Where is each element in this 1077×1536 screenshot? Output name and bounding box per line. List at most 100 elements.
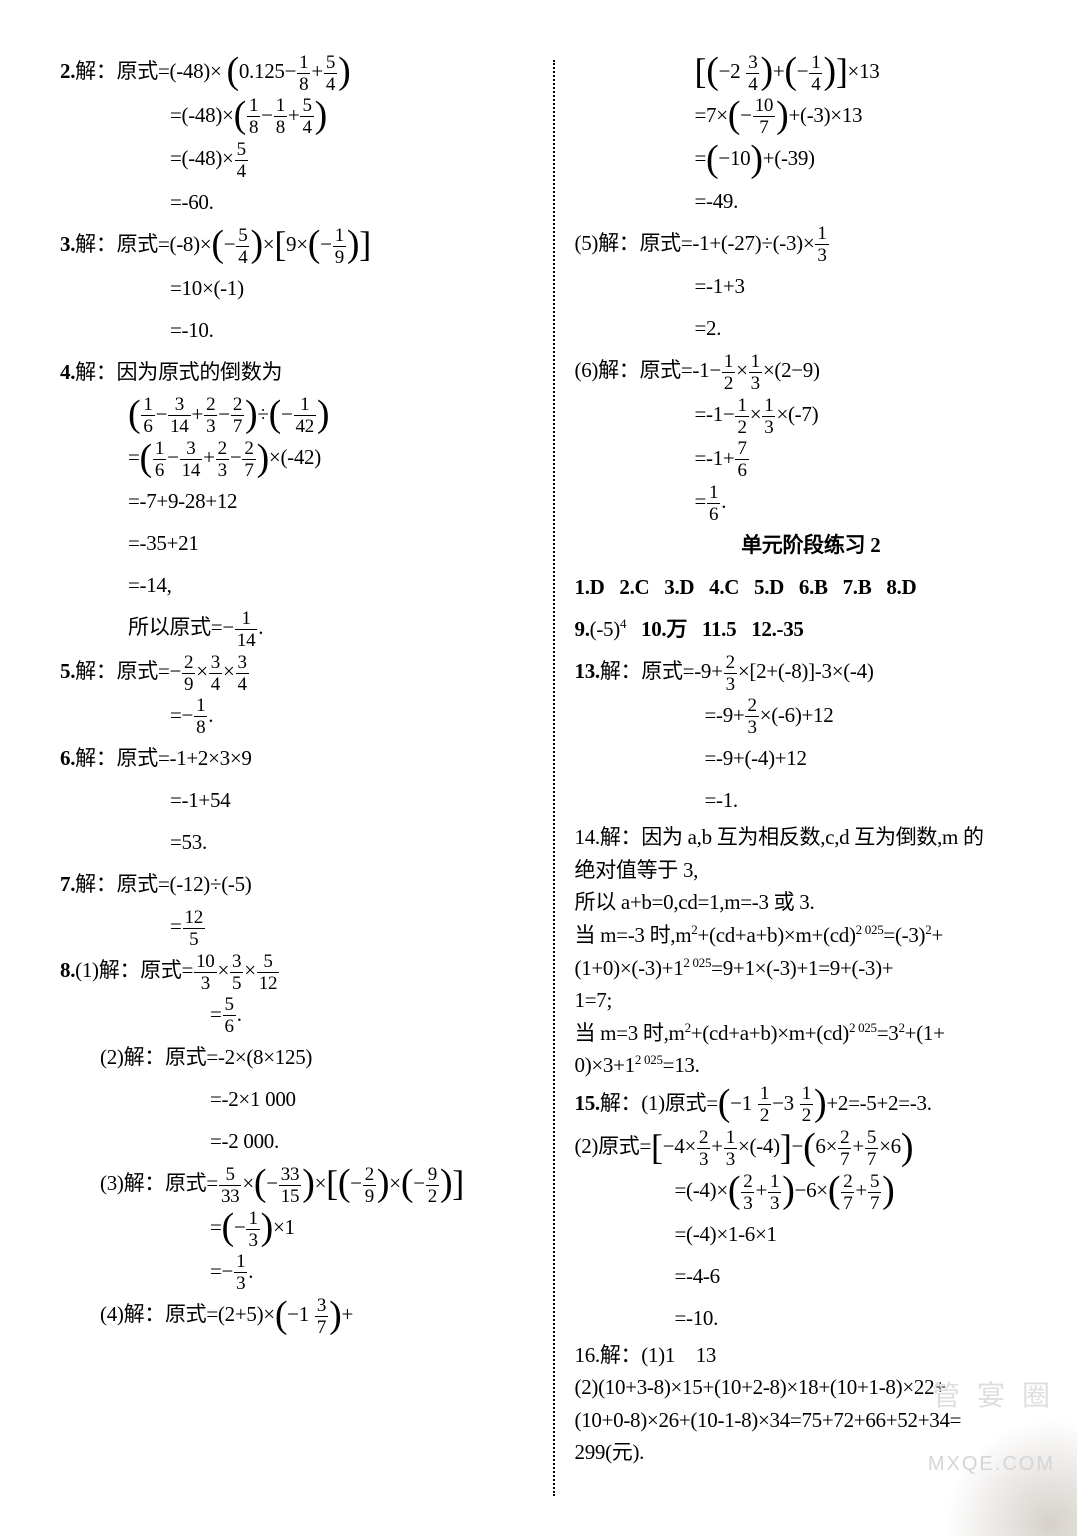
rparen-icon: ) — [302, 1164, 314, 1202]
lparen-icon: ( — [706, 52, 718, 90]
t: − — [224, 232, 236, 256]
frac: 18 — [274, 96, 287, 137]
frac: 27 — [231, 395, 244, 436]
p13-line1: 13.解：原式=-9+23×[2+(-8)]-3×(-4) — [575, 650, 1048, 694]
p4-line2: (16−314+23−27)÷(−142) — [60, 393, 533, 437]
t: 解：原式=− — [75, 659, 181, 683]
t: (5)解：原式=-1+(-27)÷(-3)× — [575, 231, 815, 255]
cont4-line2: =7×(−107)+(-3)×13 — [575, 94, 1048, 138]
p3-line3: =-10. — [60, 309, 533, 351]
frac: 512 — [257, 952, 279, 993]
t: 当 m=-3 时,m — [575, 923, 692, 947]
t: + — [311, 59, 323, 83]
frac: 114 — [235, 609, 257, 650]
lparen-icon: ( — [275, 1296, 287, 1334]
frac: 18 — [297, 53, 310, 94]
frac: 54 — [324, 53, 337, 94]
s5-line2: =-1+3 — [575, 265, 1048, 307]
t: ×13 — [848, 59, 880, 83]
lparen-icon: ( — [226, 52, 238, 90]
t: =− — [210, 1259, 233, 1283]
t: × — [218, 958, 230, 982]
p4-line4: =-7+9-28+12 — [60, 480, 533, 522]
t: ×1 — [273, 1215, 295, 1239]
rparen-icon: ) — [245, 395, 257, 433]
frac: 57 — [868, 1172, 881, 1213]
rbracket-icon: ] — [780, 1129, 792, 1165]
t: =(-4)× — [675, 1178, 728, 1202]
p15-line4: =(-4)×1-6×1 — [575, 1213, 1048, 1255]
t: 解：原式=(-48)× — [75, 59, 221, 83]
t: (2)原式= — [575, 1134, 652, 1158]
t: −1 — [287, 1302, 314, 1326]
t: × — [244, 958, 256, 982]
frac: 533 — [219, 1165, 241, 1206]
rparen-icon: ) — [347, 225, 359, 263]
t: +(-39) — [763, 146, 815, 170]
lparen-icon: ( — [728, 96, 740, 134]
frac: 12 — [735, 396, 748, 437]
frac: 18 — [194, 696, 207, 737]
t: . — [258, 615, 263, 639]
p13-line4: =-1. — [575, 779, 1048, 821]
s6-line4: =16. — [575, 480, 1048, 524]
left-column: 2.解：原式=(-48)× (0.125−18+54) =(-48)×(18−1… — [60, 50, 553, 1506]
frac: 16 — [141, 395, 154, 436]
p3-num: 3. — [60, 232, 75, 256]
p8-2-line1: (2)解：原式=-2×(8×125) — [60, 1036, 533, 1078]
t: = — [170, 914, 182, 938]
frac: 23 — [724, 653, 737, 694]
p14-line7: 当 m=3 时,m2+(cd+a+b)×m+(cd)2 025=32+(1+ — [575, 1017, 1048, 1050]
rparen-icon: ) — [250, 225, 262, 263]
t: 所以原式=− — [128, 615, 234, 639]
t: ×(-7) — [776, 402, 818, 426]
frac: 23 — [204, 395, 217, 436]
frac: 314 — [180, 439, 202, 480]
lparen-icon: ( — [140, 439, 152, 477]
frac: 54 — [235, 140, 248, 181]
p2-line3: =(-48)×54 — [60, 137, 533, 181]
t: − — [281, 402, 293, 426]
p15-line1: 15.解：(1)原式=(−1 12−3 12)+2=-5+2=-3. — [575, 1082, 1048, 1126]
p4-num: 4. — [60, 360, 75, 384]
rbracket-icon: ] — [836, 53, 848, 89]
ans4: 4.C — [709, 575, 739, 599]
p14-line2: 绝对值等于 3, — [575, 854, 1048, 887]
t: =(-3) — [883, 923, 925, 947]
p13-line2: =-9+23×(-6)+12 — [575, 694, 1048, 738]
t: +(1+ — [905, 1021, 945, 1045]
p7-line2: =125 — [60, 905, 533, 949]
t: −2 — [719, 59, 746, 83]
rparen-icon: ) — [377, 1164, 389, 1202]
frac: 13 — [768, 1172, 781, 1213]
t: +(cd+a+b)×m+(cd) — [697, 923, 855, 947]
t: 解：因为原式的倒数为 — [75, 360, 282, 384]
ans10: 10.万 — [641, 617, 687, 641]
p8-2-line3: =-2 000. — [60, 1120, 533, 1162]
p3-line1: 3.解：原式=(-8)×(−54)×[9×(−19)] — [60, 223, 533, 267]
t: 解：原式=-9+ — [600, 659, 723, 683]
p5-line1: 5.解：原式=−29×34×34 — [60, 650, 533, 694]
frac: 13 — [724, 1128, 737, 1169]
t: × — [750, 402, 762, 426]
t: × — [315, 1171, 327, 1195]
t: + — [341, 1302, 353, 1326]
lbracket-icon: [ — [695, 53, 707, 89]
lparen-icon: ( — [784, 52, 796, 90]
p7-line1: 7.解：原式=(-12)÷(-5) — [60, 863, 533, 905]
answers-row2: 9.(-5)4 10.万 11.5 12.-35 — [575, 608, 1048, 650]
p14-line6: 1=7; — [575, 984, 1048, 1017]
rparen-icon: ) — [760, 52, 772, 90]
t: −3 — [772, 1091, 799, 1115]
frac: 34 — [236, 653, 249, 694]
t: + — [288, 103, 300, 127]
p7-num: 7. — [60, 872, 75, 896]
frac: 29 — [182, 653, 195, 694]
rparen-icon: ) — [814, 1084, 826, 1122]
t: −6× — [795, 1178, 828, 1202]
frac: 23 — [216, 439, 229, 480]
lbracket-icon: [ — [326, 1165, 338, 1201]
t: (1+0)×(-3)+1 — [575, 956, 684, 980]
sup: 2 025 — [683, 955, 711, 970]
lparen-icon: ( — [308, 225, 320, 263]
